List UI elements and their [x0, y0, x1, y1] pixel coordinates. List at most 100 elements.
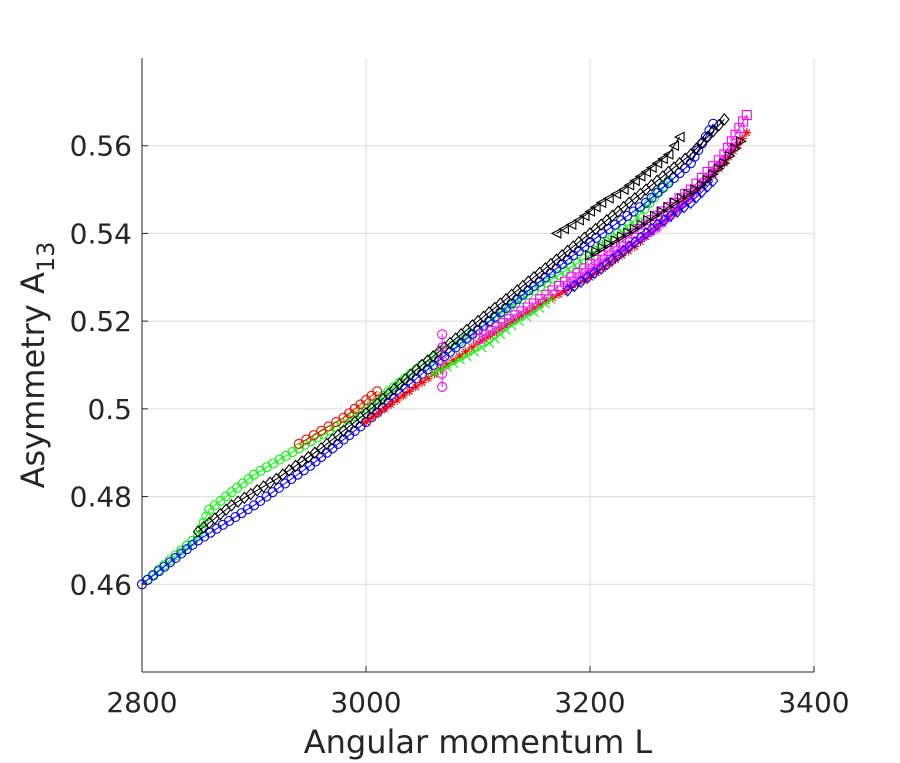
data-point: [562, 284, 573, 297]
data-point: [484, 338, 495, 348]
series-line: [567, 180, 714, 291]
data-point: [283, 463, 295, 477]
data-point: [429, 369, 439, 379]
x-ticks: 2800 3000 3200 3400: [106, 666, 850, 719]
data-point: [702, 130, 713, 144]
data-point: [734, 123, 745, 134]
data-point: [598, 264, 608, 274]
data-point: [560, 286, 570, 296]
x-tick-label: 3400: [778, 686, 849, 719]
data-series-group: [550, 131, 685, 239]
data-point: [495, 329, 506, 340]
data-point: [696, 136, 708, 150]
data-point: [736, 135, 747, 147]
series-line: [556, 136, 681, 234]
data-point: [584, 249, 596, 261]
data-point: [730, 129, 741, 140]
data-point: [742, 128, 752, 138]
data-point: [604, 238, 615, 250]
data-point: [491, 321, 502, 333]
data-point: [535, 300, 545, 310]
data-point: [541, 296, 551, 306]
data-point: [573, 214, 584, 226]
data-point: [731, 141, 741, 151]
data-point: [724, 150, 736, 162]
data-point: [610, 188, 622, 200]
data-point: [610, 234, 622, 246]
data-point: [629, 223, 641, 235]
data-point: [604, 259, 614, 269]
data-point: [554, 289, 564, 299]
data-point: [589, 266, 600, 280]
data-point: [469, 346, 480, 357]
data-point: [691, 142, 702, 156]
data-point: [467, 342, 477, 352]
data-point: [646, 192, 657, 203]
y-tick-label: 0.52: [70, 305, 132, 338]
data-point: [293, 438, 304, 449]
data-point: [738, 116, 749, 127]
data-point: [417, 378, 427, 388]
data-point: [708, 168, 719, 180]
data-point: [372, 386, 383, 397]
data-point: [497, 318, 508, 329]
data-point: [428, 368, 439, 379]
data-point: [691, 190, 702, 204]
data-point: [673, 131, 685, 143]
grid: [141, 58, 815, 672]
data-point: [635, 237, 645, 247]
data-point: [652, 224, 662, 234]
data-point: [649, 210, 661, 222]
data-point: [690, 184, 702, 195]
data-point: [737, 134, 747, 144]
data-point: [591, 268, 601, 278]
data-series-group: [584, 135, 747, 261]
data-point: [617, 184, 629, 195]
data-point: [437, 381, 448, 392]
data-point: [741, 109, 752, 121]
data-series-group: [562, 174, 719, 297]
data-point: [316, 425, 327, 436]
data-point: [565, 219, 577, 231]
data-point: [454, 351, 464, 361]
data-point: [545, 294, 556, 305]
data-point: [611, 255, 621, 265]
data-point: [730, 143, 742, 155]
data-point: [685, 196, 697, 210]
data-point: [640, 197, 652, 208]
data-point: [634, 171, 646, 182]
series-line: [197, 119, 725, 533]
data-point: [651, 218, 663, 232]
data-point: [657, 182, 668, 193]
data-point: [277, 468, 289, 482]
data-point: [529, 307, 539, 318]
data-point: [501, 325, 511, 335]
data-point: [678, 200, 690, 214]
data-point: [540, 298, 551, 309]
data-point: [442, 360, 452, 370]
data-point: [516, 306, 527, 317]
data-point: [616, 231, 628, 242]
data-point: [398, 391, 408, 401]
data-point: [623, 179, 635, 191]
data-point: [696, 179, 708, 191]
data-point: [652, 187, 663, 198]
x-tick-label: 3000: [330, 686, 401, 719]
y-tick-label: 0.56: [70, 130, 132, 163]
data-point: [719, 113, 730, 126]
data-series-group: [293, 386, 383, 449]
data-point: [308, 430, 319, 441]
data-point: [597, 242, 609, 254]
data-point: [461, 347, 471, 357]
data-point: [435, 365, 445, 376]
data-point: [514, 316, 524, 327]
y-tick-label: 0.5: [87, 393, 132, 426]
data-point: [665, 209, 676, 223]
y-axis-label-subscript: 13: [32, 242, 60, 273]
data-point: [521, 311, 532, 322]
data-point: [702, 174, 714, 186]
data-point: [645, 162, 657, 174]
data-point: [506, 320, 517, 331]
